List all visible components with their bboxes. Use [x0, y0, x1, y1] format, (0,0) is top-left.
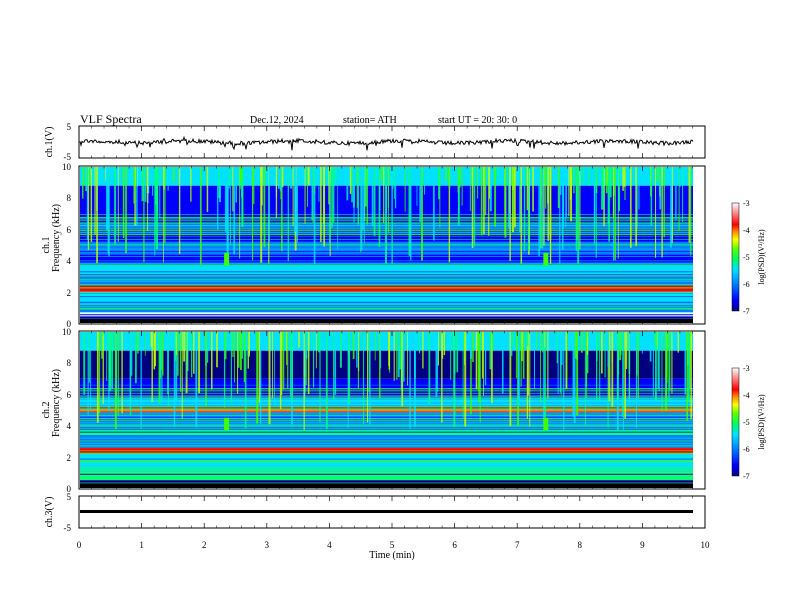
ch1-spectrogram-ticks: [78, 166, 706, 324]
station-label: station= ATH: [343, 115, 397, 126]
ch2-spectrogram-ticks: [78, 331, 706, 489]
ch2-spectrogram-image: [80, 332, 693, 488]
ch3-y-label: ch.3(V): [44, 497, 55, 528]
ch2-spec-label-b: Frequency (kHz): [51, 369, 62, 437]
ch1-freq-tick-6: 6: [67, 225, 72, 235]
xtick-1: 1: [139, 540, 144, 550]
date-label: Dec.12, 2024: [250, 115, 304, 126]
xtick-4: 4: [327, 540, 332, 550]
ch1-spectrogram-image: [80, 167, 694, 323]
xtick-8: 8: [578, 540, 583, 550]
ch1-cb-tick-7: -7: [743, 307, 750, 316]
ch2-spec-label-a: ch.2: [41, 402, 52, 419]
ch2-freq-tick-4: 4: [67, 421, 72, 431]
ch3-waveform-panel: 5 -5 ch.3(V): [44, 492, 706, 533]
ch1-spec-label-a: ch.1: [41, 237, 52, 254]
xtick-3: 3: [265, 540, 270, 550]
ch1-spec-label-b: Frequency (kHz): [51, 204, 62, 272]
ch1-freq-tick-2: 2: [67, 288, 72, 298]
ch1-ytick-top: 5: [67, 122, 72, 132]
ch2-freq-tick-6: 6: [67, 390, 72, 400]
xtick-2: 2: [202, 540, 207, 550]
xtick-6: 6: [452, 540, 457, 550]
ch1-ytick-bottom: -5: [64, 152, 72, 162]
ch2-cb-tick-6: -6: [743, 445, 750, 454]
ch3-ytick-bottom: -5: [64, 523, 72, 533]
ch3-x-ticks: [78, 496, 706, 528]
figure-title: VLF Spectra: [80, 112, 142, 126]
ch1-trace: [79, 135, 694, 151]
ch1-freq-tick-0: 0: [67, 319, 72, 329]
ch2-colorbar: -3 -4 -5 -6 -7 log(PSD)(V²/Hz): [731, 364, 766, 481]
ch2-cb-tick-3: -3: [743, 364, 750, 373]
ch1-cb-tick-3: -3: [743, 199, 750, 208]
x-axis-label: Time (min): [369, 550, 414, 561]
xtick-10: 10: [701, 540, 711, 550]
ch3-ytick-top: 5: [67, 492, 72, 502]
ch2-freq-tick-0: 0: [67, 484, 72, 494]
ch1-freq-tick-10: 10: [62, 162, 72, 172]
xtick-9: 9: [640, 540, 645, 550]
ch2-cb-tick-4: -4: [743, 391, 750, 400]
ch2-cb-label: log(PSD)(V²/Hz): [757, 394, 766, 450]
ch2-freq-tick-8: 8: [67, 358, 72, 368]
ch2-spectrogram-panel: 10 8 6 4 2 0 ch.2 Frequency (kHz): [41, 327, 706, 494]
ch2-freq-tick-2: 2: [67, 453, 72, 463]
ch1-cb-tick-6: -6: [743, 280, 750, 289]
xtick-7: 7: [515, 540, 520, 550]
ch1-cb-tick-5: -5: [743, 253, 750, 262]
xtick-5: 5: [390, 540, 395, 550]
ch1-colorbar: -3 -4 -5 -6 -7 log(PSD)(V²/Hz): [731, 199, 766, 316]
ch2-cb-tick-7: -7: [743, 472, 750, 481]
ch1-freq-tick-8: 8: [67, 193, 72, 203]
ch1-spectrogram-panel: 10 8 6 4 2 0 ch.1 Frequency (kHz): [41, 162, 706, 329]
ch1-waveform-panel: 5 -5 ch.1(V): [44, 122, 706, 162]
ch2-cb-tick-5: -5: [743, 418, 750, 427]
xtick-0: 0: [77, 540, 82, 550]
start-time-label: start UT = 20: 30: 0: [438, 115, 517, 126]
time-axis: 0 1 2 3 4 5 6 7 8 9 10 Time (min): [77, 540, 710, 561]
ch1-freq-tick-4: 4: [67, 256, 72, 266]
ch2-freq-tick-10: 10: [62, 327, 72, 337]
ch3-trace: [80, 510, 693, 513]
ch1-x-ticks: [78, 126, 706, 158]
ch1-y-label: ch.1(V): [44, 127, 55, 158]
ch1-cb-label: log(PSD)(V²/Hz): [757, 229, 766, 285]
ch1-cb-tick-4: -4: [743, 226, 750, 235]
